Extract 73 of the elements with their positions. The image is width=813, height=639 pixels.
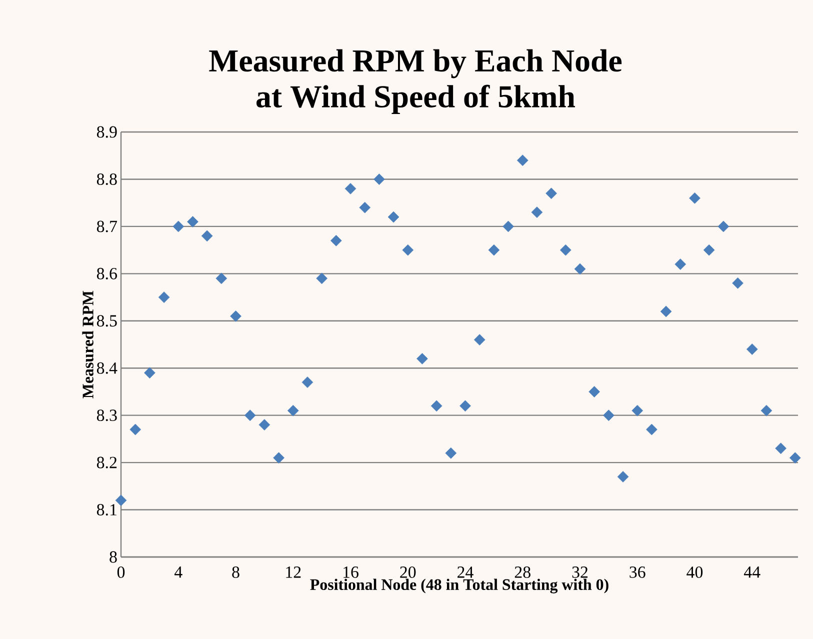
point <box>344 182 356 194</box>
point <box>775 442 786 454</box>
x-tick-label: 40 <box>686 566 703 578</box>
point <box>560 244 572 256</box>
point <box>574 263 586 275</box>
point <box>374 174 385 185</box>
y-tick-label: 8 <box>110 551 117 563</box>
point <box>158 292 170 303</box>
point <box>488 244 500 256</box>
point <box>172 220 184 232</box>
point <box>502 220 514 232</box>
point <box>187 216 198 228</box>
x-tick-label: 12 <box>286 566 301 578</box>
point <box>201 230 213 242</box>
point <box>789 452 801 464</box>
point <box>416 352 428 364</box>
point <box>430 400 442 412</box>
point <box>703 244 715 256</box>
point <box>316 272 328 284</box>
y-tick-label: 8.4 <box>96 362 118 374</box>
x-tick-label: 4 <box>174 566 182 578</box>
point <box>531 206 543 218</box>
point <box>230 310 242 322</box>
point <box>216 272 228 284</box>
x-tick-label: 24 <box>458 566 474 578</box>
x-tick-label: 28 <box>514 566 530 578</box>
point <box>689 192 700 204</box>
point <box>718 220 730 232</box>
y-tick-label: 8.1 <box>96 504 116 516</box>
y-tick-label: 8.7 <box>96 220 117 232</box>
point <box>445 447 457 459</box>
point <box>302 376 314 388</box>
point <box>402 244 414 256</box>
point <box>617 471 629 482</box>
point <box>474 334 486 346</box>
x-tick-label: 36 <box>630 566 646 578</box>
y-tick-label: 8.2 <box>96 456 117 468</box>
x-tick-label: 8 <box>232 566 240 578</box>
point <box>646 424 658 436</box>
x-tick-label: 16 <box>344 566 358 578</box>
point <box>258 419 270 430</box>
chart-title: Measured RPM by Each Node at Wind Speed of 5kmh <box>209 49 622 114</box>
y-tick-label: 8.3 <box>96 410 117 422</box>
point <box>130 424 142 436</box>
point <box>732 277 744 289</box>
x-tick-label: 0 <box>117 566 125 578</box>
x-tick-label: 20 <box>400 566 416 578</box>
point <box>546 188 557 200</box>
point <box>746 344 758 355</box>
y-tick-label: 8.9 <box>96 126 117 138</box>
y-tick-label: 8.8 <box>96 173 117 185</box>
point <box>760 404 772 416</box>
x-tick-label: 32 <box>572 566 588 578</box>
point <box>632 404 644 416</box>
x-axis-title: Positional Node (48 in Total Starting with 0) <box>310 578 608 594</box>
point <box>388 211 400 223</box>
point <box>115 494 127 506</box>
point <box>330 234 342 246</box>
point <box>674 258 686 270</box>
point <box>144 367 156 379</box>
point <box>516 154 528 166</box>
y-axis-title: Measured RPM <box>82 290 94 398</box>
point <box>287 404 299 416</box>
y-tick-label: 8.5 <box>96 315 117 327</box>
point <box>244 410 256 422</box>
point <box>359 202 371 214</box>
point <box>273 452 284 464</box>
y-tick-label: 8.6 <box>96 268 117 280</box>
point <box>603 410 614 422</box>
point <box>660 306 672 318</box>
point <box>460 400 471 412</box>
x-tick-label: 44 <box>744 566 760 578</box>
point <box>588 386 600 398</box>
